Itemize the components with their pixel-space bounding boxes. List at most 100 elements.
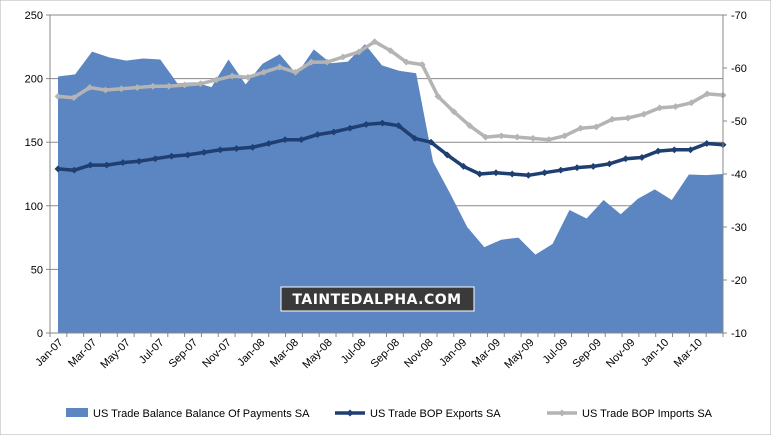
exports-point <box>378 119 386 127</box>
imports-point <box>165 82 173 90</box>
exports-point <box>476 170 484 178</box>
imports-point <box>260 68 268 76</box>
imports-point <box>386 47 395 55</box>
legend-swatch <box>66 408 88 417</box>
watermark-text: TAINTEDALPHA.COM <box>292 292 461 308</box>
imports-point <box>592 123 600 131</box>
exports-point <box>459 162 468 170</box>
imports-point <box>513 133 521 141</box>
left-tick-label: 50 <box>31 264 43 276</box>
exports-point <box>557 166 565 174</box>
imports-point <box>307 58 315 66</box>
exports-point <box>151 155 159 163</box>
imports-point <box>402 58 410 66</box>
right-axis-ticks: -10 -20 -30 -40 -50 -60 -70 <box>723 10 747 340</box>
line-series-layer <box>54 38 727 179</box>
legend-item: US Trade BOP Exports SA <box>335 408 501 420</box>
balance-area <box>58 44 723 333</box>
imports-point <box>196 80 205 88</box>
exports-point <box>119 158 127 167</box>
legend-label: US Trade BOP Exports SA <box>370 408 501 420</box>
imports-series <box>54 38 727 144</box>
imports-point <box>434 92 442 100</box>
legend-label: US Trade BOP Imports SA <box>582 408 713 420</box>
imports-point <box>545 136 553 144</box>
exports-point <box>573 164 581 172</box>
exports-point <box>605 160 614 168</box>
exports-point <box>86 161 94 169</box>
left-axis-ticks: 0 50 100 150 200 250 <box>25 10 50 340</box>
imports-point <box>624 114 632 122</box>
right-tick-label: -40 <box>731 169 747 181</box>
imports-point <box>418 61 426 69</box>
exports-point <box>654 147 662 155</box>
exports-point <box>167 152 176 160</box>
imports-point <box>101 86 110 94</box>
exports-point <box>638 153 646 162</box>
exports-point <box>103 161 111 169</box>
exports-point <box>265 139 273 148</box>
imports-point <box>481 133 490 141</box>
imports-point <box>212 76 220 84</box>
exports-point <box>313 131 322 139</box>
exports-point <box>216 146 224 154</box>
imports-point <box>54 92 62 100</box>
exports-point <box>249 143 257 151</box>
exports-point <box>508 170 516 178</box>
exports-point <box>281 136 289 144</box>
exports-point <box>492 169 500 177</box>
exports-point <box>670 146 678 154</box>
right-tick-label: -50 <box>731 116 747 128</box>
right-tick-label: -60 <box>731 63 747 75</box>
exports-series <box>54 119 727 179</box>
imports-point <box>149 82 157 90</box>
exports-point <box>362 120 370 128</box>
imports-point <box>576 124 585 132</box>
imports-point <box>656 104 664 112</box>
legend-item: US Trade BOP Imports SA <box>547 408 713 420</box>
legend: US Trade Balance Balance Of Payments SA U… <box>66 408 713 420</box>
left-tick-label: 200 <box>25 74 43 86</box>
imports-point <box>86 83 94 92</box>
exports-point <box>395 122 403 130</box>
right-tick-label: -30 <box>731 222 747 234</box>
exports-point <box>541 169 549 177</box>
exports-point <box>70 166 78 174</box>
imports-point <box>70 94 78 102</box>
left-tick-label: 150 <box>25 137 43 149</box>
legend-diamond-marker <box>346 409 354 417</box>
imports-point <box>291 68 300 76</box>
exports-point <box>622 155 630 163</box>
left-tick-label: 250 <box>25 10 43 22</box>
exports-point <box>184 151 192 159</box>
imports-point <box>228 72 236 80</box>
right-tick-label: -70 <box>731 10 747 22</box>
imports-point <box>450 108 458 116</box>
exports-point <box>200 148 208 156</box>
exports-point <box>427 138 435 146</box>
legend-label: US Trade Balance Balance Of Payments SA <box>93 408 310 420</box>
exports-point <box>232 145 240 153</box>
imports-point <box>244 73 252 81</box>
imports-point <box>703 90 711 98</box>
left-tick-label: 0 <box>37 328 43 340</box>
imports-point <box>561 132 569 140</box>
left-tick-label: 100 <box>25 201 43 213</box>
exports-point <box>411 134 419 142</box>
balance-area-series <box>58 44 723 333</box>
imports-point <box>497 132 505 140</box>
exports-point <box>687 146 695 154</box>
imports-point <box>671 103 680 111</box>
right-tick-label: -20 <box>731 275 747 287</box>
exports-point <box>135 157 143 165</box>
exports-point <box>297 136 305 144</box>
exports-point <box>524 171 532 179</box>
exports-point <box>589 162 597 170</box>
watermark-box <box>280 286 475 312</box>
exports-point <box>703 139 711 148</box>
imports-point <box>529 134 537 142</box>
exports-point <box>346 124 354 132</box>
imports-point <box>339 53 347 61</box>
imports-point <box>323 58 331 66</box>
watermark: TAINTEDALPHA.COM <box>280 286 475 312</box>
